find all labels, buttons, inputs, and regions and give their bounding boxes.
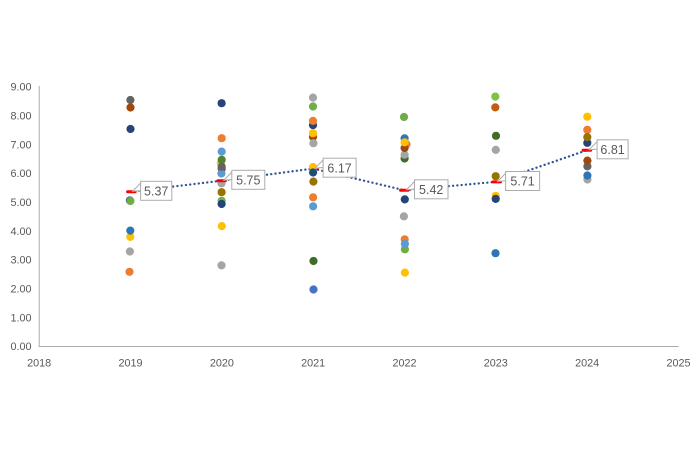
svg-text:2024: 2024	[575, 358, 599, 370]
svg-text:4.00: 4.00	[10, 226, 31, 238]
svg-text:6.81: 6.81	[600, 143, 624, 157]
svg-text:0.00: 0.00	[10, 341, 31, 353]
svg-text:5.75: 5.75	[236, 173, 260, 187]
svg-text:7.00: 7.00	[10, 139, 31, 151]
svg-text:1.00: 1.00	[10, 312, 31, 324]
svg-text:3.00: 3.00	[10, 255, 31, 267]
svg-text:5.37: 5.37	[144, 184, 168, 198]
svg-text:8.00: 8.00	[10, 111, 31, 123]
svg-text:5.00: 5.00	[10, 197, 31, 209]
svg-text:2023: 2023	[484, 358, 508, 370]
svg-text:6.00: 6.00	[10, 168, 31, 180]
svg-text:6.17: 6.17	[327, 161, 351, 175]
svg-text:2020: 2020	[210, 358, 234, 370]
svg-text:2021: 2021	[301, 358, 325, 370]
svg-text:5.71: 5.71	[510, 175, 534, 189]
svg-text:9.00: 9.00	[10, 82, 31, 94]
svg-text:2019: 2019	[118, 358, 142, 370]
svg-text:2022: 2022	[392, 358, 416, 370]
svg-text:5.42: 5.42	[419, 183, 443, 197]
svg-text:2025: 2025	[666, 358, 690, 370]
svg-text:2.00: 2.00	[10, 283, 31, 295]
svg-text:2018: 2018	[27, 358, 51, 370]
